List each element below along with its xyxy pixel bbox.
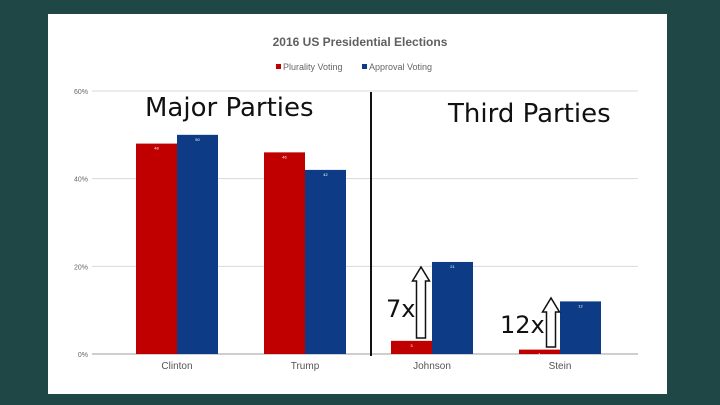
bar bbox=[177, 134, 218, 354]
legend-swatch bbox=[276, 64, 281, 69]
johnson-up-arrow-icon bbox=[411, 265, 431, 339]
legend-label: Plurality Voting bbox=[283, 62, 343, 72]
y-tick-label: 60% bbox=[74, 89, 88, 96]
bar-data-label: 48 bbox=[154, 146, 159, 151]
y-tick-label: 0% bbox=[78, 352, 88, 359]
bar bbox=[391, 340, 432, 354]
x-tick-label: Stein bbox=[549, 361, 572, 372]
bar-data-label: 3 bbox=[410, 343, 413, 348]
y-tick-label: 40% bbox=[74, 177, 88, 184]
bar-data-label: 50 bbox=[195, 137, 200, 142]
chart-title: 2016 US Presidential Elections bbox=[273, 35, 448, 49]
bar-data-label: 12 bbox=[578, 303, 583, 308]
bar-data-label: 42 bbox=[323, 172, 328, 177]
x-tick-label: Trump bbox=[291, 361, 320, 372]
bar bbox=[136, 143, 177, 354]
bar-data-label: 46 bbox=[282, 154, 287, 159]
x-tick-label: Johnson bbox=[413, 361, 451, 372]
x-tick-label: Clinton bbox=[161, 361, 192, 372]
bar bbox=[264, 152, 305, 354]
bar bbox=[305, 169, 346, 354]
legend-swatch bbox=[362, 64, 367, 69]
bar-data-label: 1 bbox=[538, 352, 541, 357]
legend-label: Approval Voting bbox=[369, 62, 432, 72]
bar bbox=[519, 349, 560, 354]
bar-data-label: 21 bbox=[450, 264, 455, 269]
bar bbox=[432, 261, 473, 354]
stein-up-arrow-icon bbox=[541, 296, 561, 348]
bar bbox=[560, 301, 601, 354]
y-tick-label: 20% bbox=[74, 264, 88, 271]
